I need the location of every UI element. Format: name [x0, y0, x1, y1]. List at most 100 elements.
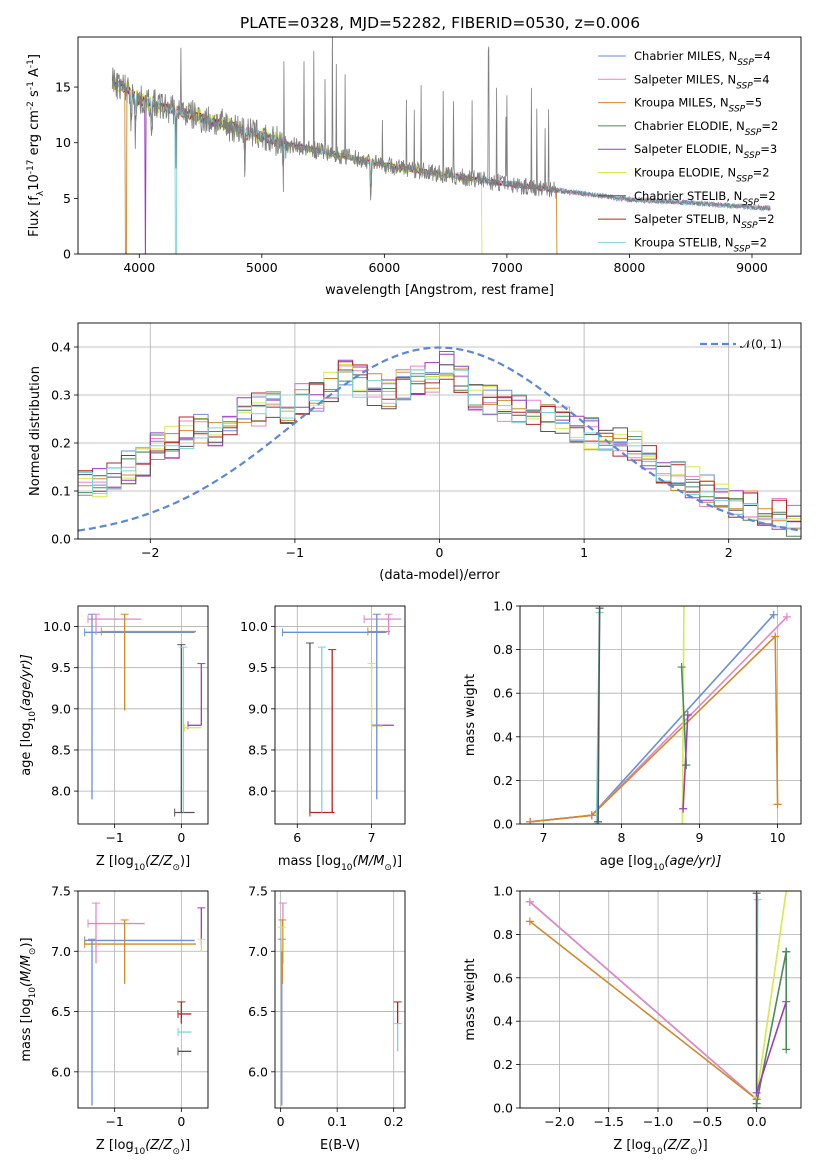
- x-tick-label: 9: [696, 830, 704, 845]
- y-tick-label: 7.0: [51, 944, 71, 959]
- residuals-panel: −2 −1 0 1 2 0.0 0.1 0.2 0.3 0.4 𝒩(0, 1) (data-model…: [28, 322, 802, 583]
- mass-vs-ebv-panel: 0 0.1 0.2 6.0 6.5 7.0 7.5 E(B-V): [248, 884, 406, 1153]
- mass-weight-line: [530, 616, 788, 823]
- y-tick-label: 9.0: [51, 701, 71, 716]
- x-tick-label: 7: [539, 830, 547, 845]
- y-tick-label: 0.0: [493, 1101, 513, 1116]
- y-axis-label: Normed distribution: [28, 366, 43, 496]
- x-tick-label: 5000: [246, 260, 278, 275]
- mass-weight-line: [682, 714, 689, 809]
- legend-entry: Salpeter ELODIE, NSSP=3: [634, 142, 777, 161]
- x-axis-label: wavelength [Angstrom, rest frame]: [325, 283, 554, 298]
- figure-title: PLATE=0328, MJD=52282, FIBERID=0530, z=0…: [240, 14, 640, 32]
- spectrum-plot-area: [111, 37, 771, 254]
- x-axis-label: Z [log10(Z/Z⊙)]: [613, 1138, 707, 1157]
- x-tick-label: −2.0: [544, 1114, 574, 1129]
- axes-frame: [77, 605, 209, 825]
- mass-weight-marker: [525, 917, 534, 926]
- errorbar-plot-area: [84, 613, 206, 817]
- model-spectrum-line: [111, 76, 559, 193]
- mass-weight-marker: [773, 800, 782, 809]
- y-tick-label: 0.2: [493, 773, 513, 788]
- legend-entry: Chabrier STELIB, NSSP=2: [634, 189, 776, 208]
- y-tick-label: 0.3: [51, 388, 71, 403]
- axes-frame: [77, 36, 802, 255]
- y-axis-label: age [log10(age/yr)]: [19, 654, 38, 776]
- x-tick-label: −2: [141, 545, 159, 560]
- x-axis-label: Z [log10(Z/Z⊙)]: [96, 1138, 190, 1157]
- x-axis-label: age [log10(age/yr)]: [600, 854, 722, 873]
- y-tick-label: 5: [63, 191, 71, 206]
- mass-weight-marker: [595, 606, 604, 613]
- y-tick-label: 0.6: [493, 686, 513, 701]
- y-tick-label: 0: [63, 247, 71, 262]
- y-tick-label: 1.0: [493, 884, 513, 899]
- x-tick-label: 0.1: [327, 1114, 347, 1129]
- x-tick-label: 7000: [491, 260, 523, 275]
- x-tick-label: −1: [286, 545, 304, 560]
- mass-weight-line: [529, 901, 758, 1100]
- y-tick-label: 8.5: [51, 742, 71, 757]
- x-tick-label: 0.0: [747, 1114, 767, 1129]
- y-axis-label: mass weight: [463, 958, 478, 1040]
- massweight-vs-Z-panel: −2.0 −1.5 −1.0 −0.5 0.0 0.0 0.2 0.4 0.6 0.8 1.0 Z […: [463, 884, 802, 1157]
- y-axis-label: mass [log10(M/M⊙)]: [19, 937, 38, 1061]
- legend-entry: Kroupa ELODIE, NSSP=2: [634, 166, 770, 185]
- y-tick-label: 0.2: [51, 436, 71, 451]
- x-axis-label: Z [log10(Z/Z⊙)]: [96, 854, 190, 873]
- y-tick-label: 1.0: [493, 599, 513, 614]
- legend-entry: Kroupa MILES, NSSP=5: [634, 96, 762, 115]
- model-spectrum-line: [111, 77, 559, 194]
- y-tick-label: 0.2: [493, 1057, 513, 1072]
- x-tick-label: 0.2: [384, 1114, 404, 1129]
- mass-weight-marker: [782, 612, 791, 621]
- age-vs-mass-panel: 6 7 8.0 8.5 9.0 9.5 10.0 mass [log10(M/M⊙)]: [240, 605, 406, 873]
- y-tick-label: 10.0: [43, 619, 71, 634]
- weight-plot-area: [526, 606, 791, 824]
- x-tick-label: −0.5: [692, 1114, 722, 1129]
- mass-weight-marker: [753, 895, 762, 904]
- mass-weight-line: [530, 614, 775, 823]
- x-tick-label: −1: [105, 830, 123, 845]
- x-tick-label: 0: [177, 1114, 185, 1129]
- mass-weight-marker: [594, 817, 603, 824]
- mass-weight-marker: [677, 663, 686, 672]
- y-tick-label: 8.0: [51, 784, 71, 799]
- mass-weight-marker: [678, 820, 687, 824]
- mass-weight-marker: [682, 761, 691, 770]
- legend-entry: 𝒩(0, 1): [740, 337, 782, 351]
- legend-entry: Salpeter MILES, NSSP=4: [634, 72, 770, 91]
- y-tick-label: 6.5: [51, 1004, 71, 1019]
- y-tick-label: 0.4: [51, 340, 71, 355]
- x-tick-label: 9000: [736, 260, 768, 275]
- errorbar-plot-area: [277, 902, 402, 1106]
- y-tick-label: 0.8: [493, 927, 513, 942]
- weight-plot-area: [525, 891, 791, 1108]
- spectrum-panel: 4000 5000 6000 7000 8000 9000 0 5 10 15 Chabrier M…: [26, 36, 802, 298]
- x-tick-label: 2: [725, 545, 733, 560]
- x-tick-label: 8: [617, 830, 625, 845]
- y-axis-label: mass weight: [463, 674, 478, 756]
- y-tick-label: 7.5: [248, 884, 268, 899]
- x-tick-label: 4000: [123, 260, 155, 275]
- mass-weight-marker: [752, 891, 761, 898]
- y-tick-label: 8.5: [248, 742, 268, 757]
- y-tick-label: 10: [55, 135, 71, 150]
- x-tick-label: 1: [580, 545, 588, 560]
- y-tick-label: 0.1: [51, 484, 71, 499]
- y-tick-label: 0.4: [493, 1014, 513, 1029]
- y-tick-label: 10.0: [240, 619, 268, 634]
- residuals-plot-area: [78, 346, 801, 537]
- mass-weight-marker: [771, 632, 780, 641]
- mass-weight-line: [755, 891, 787, 1098]
- mass-weight-marker: [752, 1088, 761, 1097]
- legend-entry: Chabrier ELODIE, NSSP=2: [634, 119, 778, 138]
- mass-weight-marker: [782, 1045, 791, 1054]
- y-tick-label: 0.6: [493, 970, 513, 985]
- y-tick-label: 0.0: [51, 532, 71, 547]
- y-tick-label: 0.0: [493, 817, 513, 832]
- x-axis-label: E(B-V): [320, 1138, 360, 1153]
- y-tick-label: 9.0: [248, 701, 268, 716]
- x-tick-label: 8000: [614, 260, 646, 275]
